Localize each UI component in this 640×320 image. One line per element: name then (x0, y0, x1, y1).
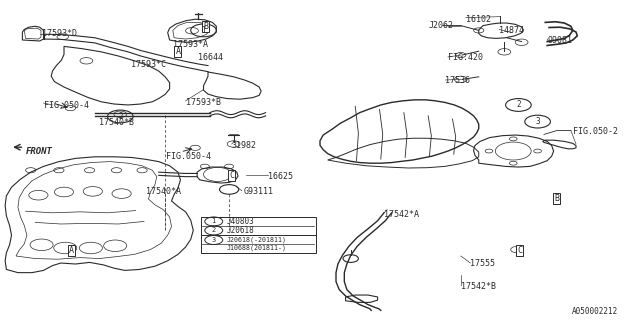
Text: A: A (175, 47, 180, 56)
Text: FIG.050-4: FIG.050-4 (44, 101, 88, 110)
Text: J20618: J20618 (227, 226, 254, 235)
Text: 16625: 16625 (268, 172, 292, 180)
Text: C: C (229, 171, 234, 180)
Text: 3: 3 (535, 117, 540, 126)
Text: A050002212: A050002212 (572, 307, 618, 316)
Text: 1: 1 (212, 219, 216, 224)
Text: 1: 1 (201, 26, 206, 35)
Text: 99081: 99081 (547, 36, 572, 44)
Text: 2: 2 (212, 228, 216, 233)
Text: 16644: 16644 (198, 53, 223, 62)
Text: 17542*A: 17542*A (384, 210, 419, 219)
Text: 17536: 17536 (445, 76, 470, 85)
Text: 17593*B: 17593*B (186, 98, 221, 107)
Text: FIG.420: FIG.420 (448, 53, 483, 62)
Text: FIG.050-4: FIG.050-4 (166, 152, 211, 161)
Text: 17555: 17555 (470, 260, 495, 268)
Text: 17593*C: 17593*C (131, 60, 166, 68)
Text: 17540*B: 17540*B (99, 118, 134, 127)
Text: 17593*A: 17593*A (173, 40, 208, 49)
Text: 3: 3 (212, 237, 216, 243)
Text: J2062: J2062 (429, 21, 454, 30)
Text: FIG.050-2: FIG.050-2 (573, 127, 618, 136)
FancyBboxPatch shape (201, 235, 316, 253)
Text: 17542*B: 17542*B (461, 282, 496, 291)
Text: 17540*A: 17540*A (146, 188, 181, 196)
Text: C: C (517, 246, 522, 255)
Text: J10688(201811-): J10688(201811-) (227, 245, 287, 251)
Text: 14874: 14874 (499, 26, 524, 35)
Text: FRONT: FRONT (26, 147, 52, 156)
Text: 17593*D: 17593*D (42, 29, 77, 38)
Text: B: B (554, 194, 559, 203)
Text: 2: 2 (516, 100, 521, 109)
Text: G93111: G93111 (243, 188, 273, 196)
Text: 31982: 31982 (232, 141, 257, 150)
Text: 16102: 16102 (466, 15, 491, 24)
Text: A: A (69, 246, 74, 255)
Text: B: B (203, 22, 208, 31)
Text: 2: 2 (118, 112, 123, 121)
Text: J20618(-201811): J20618(-201811) (227, 236, 287, 243)
FancyBboxPatch shape (201, 217, 316, 235)
Text: J40803: J40803 (227, 217, 254, 226)
